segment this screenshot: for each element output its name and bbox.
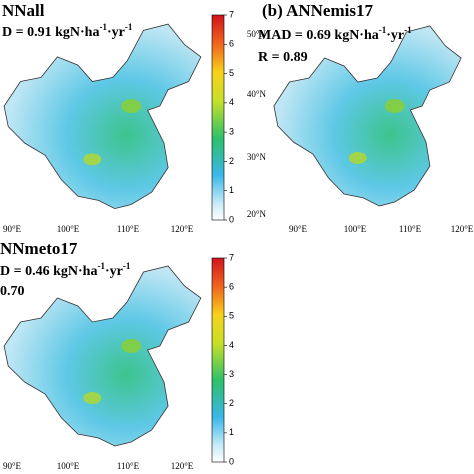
mad-text: D = 0.91 kgN·ha-1·yr-1 [2,22,133,40]
x-tick-label: 120°E [171,224,194,234]
mad-part: D = 0.46 kgN·ha [0,264,97,279]
mad-part: ·yr [105,264,123,279]
mad-part: ·yr [386,28,404,43]
colorbar-tick-label: 5 [229,311,234,321]
hotspot [83,392,102,404]
colorbar-tick-label: 2 [229,156,234,166]
hotspot [348,152,367,164]
colorbar [211,257,225,463]
map-land [3,265,202,447]
colorbar-tick-label: 7 [229,9,234,19]
panel-title: (b) ANNemis17 [262,1,373,20]
x-tick-label: 120°E [451,224,474,234]
hotspot [121,339,142,353]
x-tick-label: 100°E [344,224,367,234]
x-tick-label: 90°E [3,461,22,471]
x-tick-label: 110°E [117,461,140,471]
colorbar-tick-label: 0 [229,214,234,224]
superscript: -1 [99,22,107,32]
colorbar-tick-label: 5 [229,68,234,78]
mad-part: MAD = 0.69 kgN·ha [258,28,379,43]
x-tick-label: 120°E [171,461,194,471]
superscript: -1 [125,22,133,32]
superscript: -1 [123,261,131,271]
map-land [273,25,462,207]
superscript: -1 [97,261,105,271]
x-tick-label: 100°E [57,224,80,234]
colorbar-tick-label: 3 [229,127,234,137]
x-tick-label: 90°E [289,224,308,234]
superscript: -1 [404,25,412,35]
superscript: -1 [379,25,387,35]
colorbar-tick-label: 1 [229,185,234,195]
hotspot [83,153,102,166]
colorbar-tick-label: 7 [229,252,234,262]
colorbar-tick-label: 2 [229,398,234,408]
colorbar-tick-label: 1 [229,427,234,437]
map-land [3,23,202,210]
x-tick-label: 100°E [57,461,80,471]
colorbar-tick-label: 6 [229,39,234,49]
colorbar-tick-label: 0 [229,456,234,466]
mad-part: ·yr [107,25,125,40]
colorbar [211,14,225,221]
mad-part: D = 0.91 kgN·ha [2,25,99,40]
x-tick-label: 110°E [399,224,422,234]
panel-title: NNmeto17 [0,239,78,258]
panel-title: NNall [2,1,45,20]
x-tick-label: 90°E [3,224,22,234]
r-text: 0.70 [0,284,25,299]
mad-text: D = 0.46 kgN·ha-1·yr-1 [0,261,131,279]
colorbar-tick-label: 4 [229,97,234,107]
y-tick-label: 20°N [247,209,267,219]
colorbar-tick-label: 4 [229,340,234,350]
colorbar-tick-label: 6 [229,282,234,292]
y-tick-label: 40°N [247,89,267,99]
hotspot [384,99,405,113]
hotspot [121,99,142,114]
r-text: R = 0.89 [258,50,308,65]
y-tick-label: 30°N [247,152,267,162]
mad-text: MAD = 0.69 kgN·ha-1·yr-1 [258,25,412,43]
y-tick-label: 50°N [247,29,267,39]
colorbar-tick-label: 3 [229,369,234,379]
x-tick-label: 110°E [117,224,140,234]
